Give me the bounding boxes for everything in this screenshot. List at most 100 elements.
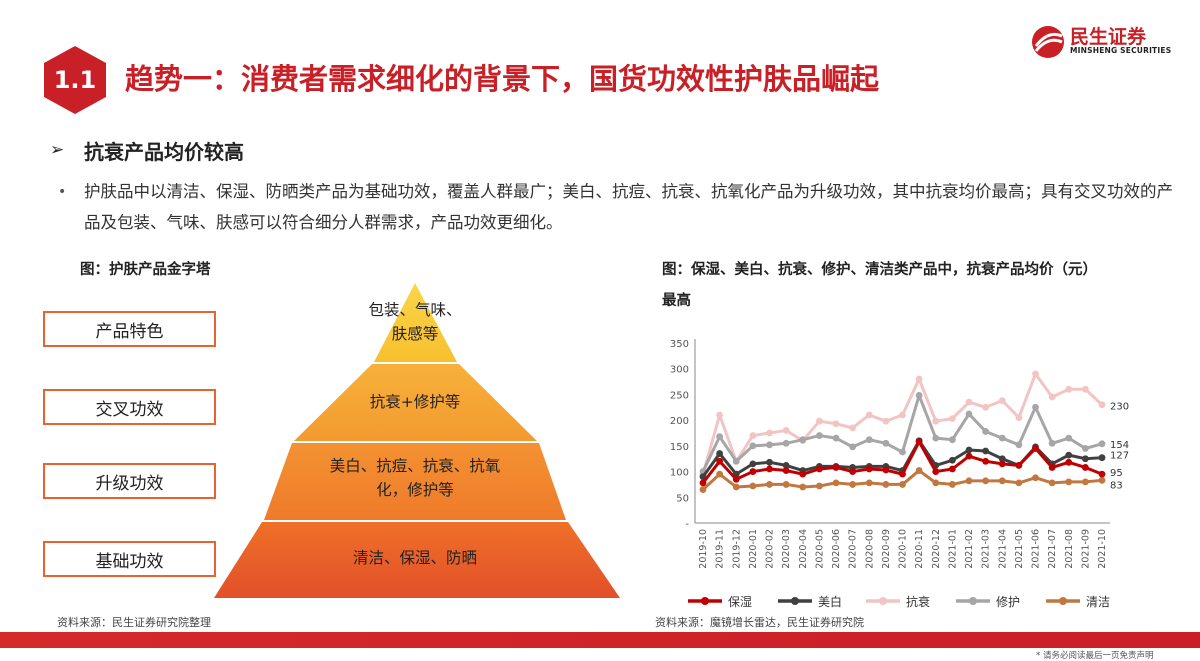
data-point-美白 — [1098, 454, 1106, 462]
data-point-抗衰 — [915, 375, 923, 383]
data-point-美白 — [948, 456, 956, 464]
data-point-保湿 — [1098, 470, 1106, 478]
data-point-清洁 — [782, 481, 790, 488]
page-title: 趋势一：消费者需求细化的背景下，国货功效性护肤品崛起 — [125, 62, 880, 96]
pyramid-level-top — [374, 283, 457, 362]
x-tick-label: 2020-03 — [781, 529, 792, 569]
data-point-修护 — [1081, 445, 1089, 452]
data-point-保湿 — [1032, 445, 1039, 452]
x-tick-label: 2020-11 — [914, 529, 925, 569]
x-tick-label: 2021-10 — [1097, 529, 1108, 569]
data-point-清洁 — [882, 481, 890, 488]
legend-marker — [791, 597, 799, 605]
data-point-清洁 — [899, 481, 906, 488]
legend-label: 抗衰 — [906, 594, 930, 609]
data-point-清洁 — [982, 477, 990, 485]
data-point-保湿 — [749, 468, 757, 475]
data-point-保湿 — [766, 465, 773, 473]
data-point-美白 — [749, 460, 757, 468]
y-tick-label: 350 — [670, 339, 689, 350]
data-point-清洁 — [1065, 478, 1073, 486]
data-point-保湿 — [782, 467, 790, 474]
data-point-清洁 — [749, 482, 757, 490]
x-tick-label: 2020-09 — [881, 529, 892, 569]
data-point-修护 — [716, 433, 724, 440]
data-point-抗衰 — [749, 432, 757, 439]
data-point-保湿 — [799, 470, 807, 478]
legend-label: 清洁 — [1086, 595, 1110, 609]
end-value-label: 95 — [1110, 468, 1123, 479]
right-figure-caption: 图：保湿、美白、抗衰、修护、清洁类产品中，抗衰产品均价（元） — [662, 262, 1097, 278]
x-tick-label: 2019-10 — [698, 529, 709, 569]
legend-marker — [879, 597, 887, 605]
data-point-美白 — [782, 462, 790, 469]
y-tick-label: 100 — [670, 468, 689, 479]
y-tick-label: 50 — [676, 493, 689, 504]
data-point-修护 — [915, 392, 923, 399]
x-tick-label: 2020-01 — [748, 529, 759, 569]
data-point-修护 — [749, 442, 757, 450]
section-number: 1.1 — [53, 66, 97, 94]
data-point-美白 — [1065, 451, 1073, 459]
data-point-抗衰 — [982, 403, 990, 411]
x-tick-label: 2021-07 — [1047, 529, 1058, 569]
data-point-清洁 — [948, 481, 956, 488]
legend-marker — [701, 597, 709, 605]
x-tick-label: 2020-06 — [831, 529, 842, 569]
data-point-清洁 — [865, 479, 873, 487]
data-point-修护 — [982, 428, 990, 435]
pyramid-top-label: 包装、气味、 肤感等 — [368, 301, 462, 343]
data-point-美白 — [766, 458, 773, 466]
data-point-美白 — [982, 447, 990, 455]
footer-bar — [0, 632, 1200, 648]
data-point-保湿 — [982, 457, 990, 465]
data-point-修护 — [965, 410, 973, 418]
data-point-保湿 — [932, 468, 940, 475]
data-point-保湿 — [915, 438, 923, 446]
data-point-清洁 — [766, 481, 773, 488]
data-point-清洁 — [915, 467, 923, 474]
subheading: 抗衰产品均价较高 — [84, 140, 244, 164]
data-point-保湿 — [948, 465, 956, 473]
x-tick-label: 2021-05 — [1014, 529, 1025, 569]
pyramid-level3-label: 美白、抗痘、抗衰、抗氧 化，修护等 — [329, 457, 501, 499]
x-tick-label: 2021-09 — [1080, 529, 1091, 569]
x-tick-label: 2021-04 — [997, 529, 1008, 569]
box-upgrade-efficacy: 升级功效 — [43, 463, 216, 499]
logo-text-cn: 民生证券 — [1070, 26, 1147, 48]
data-point-保湿 — [716, 457, 724, 465]
data-point-保湿 — [965, 452, 973, 460]
data-point-抗衰 — [948, 415, 956, 422]
x-tick-label: 2020-12 — [931, 529, 942, 569]
data-point-保湿 — [849, 468, 857, 475]
data-point-修护 — [899, 448, 906, 456]
data-point-修护 — [998, 434, 1006, 442]
y-tick-label: 200 — [670, 416, 689, 427]
data-point-清洁 — [1098, 476, 1106, 484]
data-point-清洁 — [732, 483, 740, 491]
data-point-美白 — [998, 455, 1006, 463]
x-tick-label: 2021-01 — [947, 529, 958, 569]
left-figure-caption: 图：护肤产品金字塔 — [80, 262, 211, 278]
pyramid-level-3 — [264, 443, 566, 520]
section-badge-shape — [44, 46, 106, 114]
data-point-清洁 — [699, 486, 707, 493]
data-point-清洁 — [1081, 478, 1089, 486]
x-tick-label: 2020-05 — [814, 529, 825, 569]
data-point-保湿 — [882, 466, 890, 474]
data-point-保湿 — [1015, 462, 1023, 469]
data-point-保湿 — [832, 464, 840, 471]
data-point-保湿 — [699, 479, 707, 487]
data-point-保湿 — [1048, 464, 1056, 471]
data-point-清洁 — [965, 477, 973, 485]
data-point-修护 — [948, 436, 956, 444]
data-point-清洁 — [799, 483, 807, 491]
data-point-修护 — [1098, 440, 1106, 448]
y-tick-label: 250 — [670, 390, 689, 401]
data-point-抗衰 — [1015, 414, 1023, 421]
y-tick-label: - — [685, 519, 689, 530]
data-point-保湿 — [1081, 464, 1089, 471]
data-point-抗衰 — [849, 424, 857, 432]
end-value-label: 154 — [1110, 440, 1129, 451]
pyramid-level-base — [214, 522, 620, 598]
